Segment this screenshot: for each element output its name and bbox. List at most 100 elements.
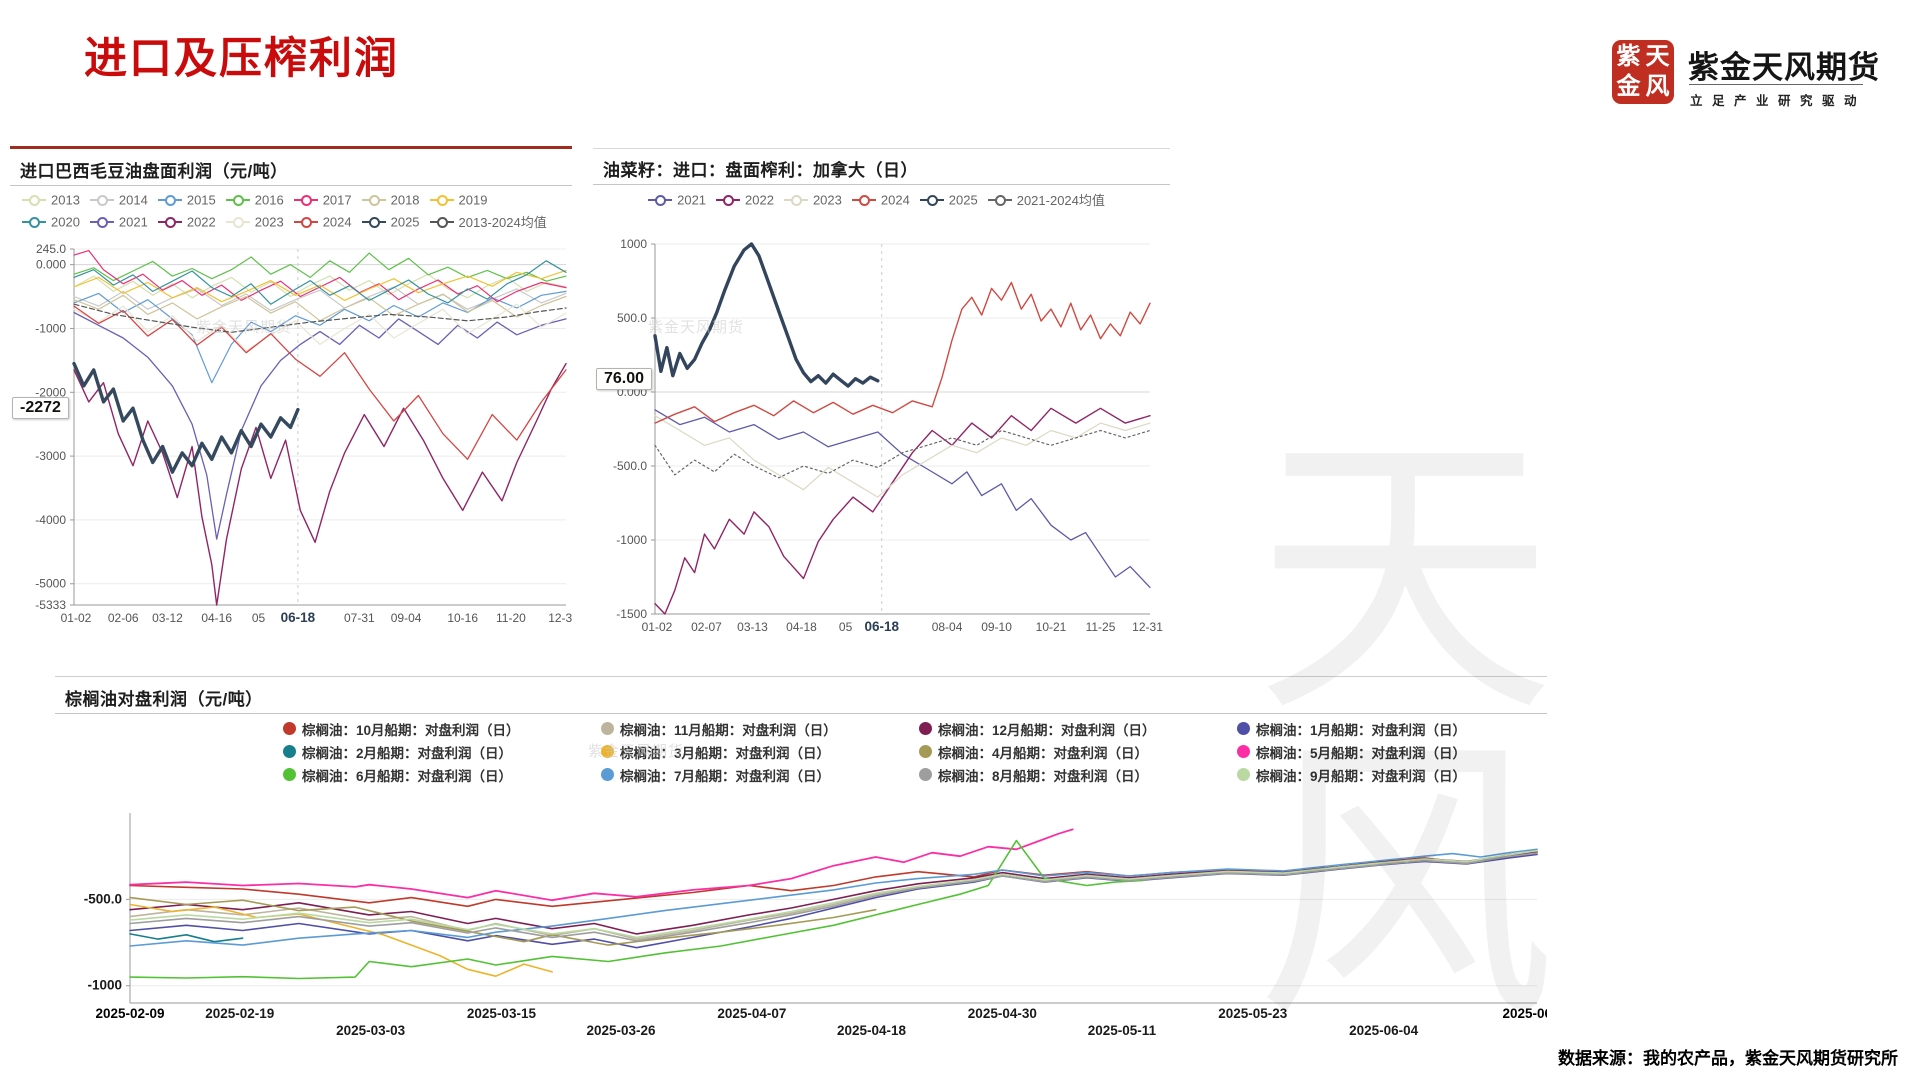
- legend-label: 2017: [322, 192, 352, 208]
- legend-item[interactable]: 2025: [919, 191, 978, 209]
- x-tick-label: 11-25: [1086, 620, 1116, 634]
- series-2022: [654, 407, 1151, 615]
- legend-item[interactable]: 棕榈油：12月船期：对盘利润（日）: [919, 719, 1237, 739]
- legend-item[interactable]: 棕榈油：6月船期：对盘利润（日）: [283, 765, 601, 785]
- legend-item[interactable]: 棕榈油：4月船期：对盘利润（日）: [919, 742, 1237, 762]
- series-2025: [72, 361, 300, 474]
- legend-item[interactable]: 棕榈油：10月船期：对盘利润（日）: [283, 719, 601, 739]
- legend-item[interactable]: 2023: [225, 213, 284, 231]
- legend-item[interactable]: 2022: [157, 213, 216, 231]
- logo-seal-icon: 紫天金风: [1612, 40, 1674, 104]
- legend-ring-icon: [429, 194, 454, 206]
- chart-toolbar-strip: [593, 112, 1170, 149]
- line-chart-canvas[interactable]: -500.0 -1000 2025-02-09 2025-02-19 2025-03-0…: [55, 797, 1547, 1049]
- chart-title: 进口巴西毛豆油盘面利润（元/吨）: [20, 162, 288, 181]
- legend-item[interactable]: 棕榈油：1月船期：对盘利润（日）: [1237, 719, 1555, 739]
- legend-item[interactable]: 棕榈油：8月船期：对盘利润（日）: [919, 765, 1237, 785]
- legend-label: 棕榈油：10月船期：对盘利润（日）: [302, 723, 520, 738]
- series-2013: [73, 273, 567, 299]
- legend-label: 2021-2024均值: [1016, 193, 1105, 208]
- x-tick-label: 2025-02-09: [95, 1006, 164, 1021]
- x-tick-label: 05: [839, 620, 853, 634]
- legend-label: 2019: [458, 192, 488, 208]
- series-2023: [73, 303, 567, 352]
- x-tick-label: 11-20: [496, 611, 526, 625]
- legend-label: 棕榈油：12月船期：对盘利润（日）: [938, 723, 1156, 738]
- series-2013-2024均值: [73, 303, 567, 333]
- legend-item[interactable]: 2024: [851, 191, 910, 209]
- legend-item[interactable]: 棕榈油：2月船期：对盘利润（日）: [283, 742, 601, 762]
- x-tick-label: 10-21: [1036, 620, 1067, 634]
- legend-label: 2024: [880, 192, 910, 207]
- x-tick-label: 2025-06-18: [1502, 1006, 1547, 1021]
- series-棕榈油：10月船期：对盘利润（日）: [129, 851, 1538, 908]
- legend-item[interactable]: 2016: [225, 191, 284, 209]
- x-tick-label: 01-02: [642, 620, 673, 634]
- legend-label: 2016: [254, 192, 284, 208]
- legend-label: 2025: [390, 214, 420, 229]
- legend-label: 2015: [186, 192, 216, 208]
- legend-item[interactable]: 棕榈油：5月船期：对盘利润（日）: [1237, 742, 1555, 762]
- seal-char: 风: [1645, 74, 1670, 100]
- legend-item[interactable]: 棕榈油：11月船期：对盘利润（日）: [601, 719, 919, 739]
- legend-ring-icon: [293, 216, 318, 228]
- legend-item[interactable]: 2024: [293, 213, 352, 231]
- x-tick-label: 06-18: [281, 610, 316, 625]
- legend-item[interactable]: 2025: [361, 213, 420, 231]
- current-value-label: -2272: [12, 397, 69, 419]
- title-divider: [593, 184, 1170, 185]
- x-tick-label: 2025-05-23: [1218, 1006, 1288, 1021]
- legend-label: 棕榈油：7月船期：对盘利润（日）: [620, 769, 831, 784]
- legend-item[interactable]: 棕榈油：9月船期：对盘利润（日）: [1237, 765, 1555, 785]
- series-2020: [73, 260, 567, 305]
- data-source-note: 数据来源：我的农产品，紫金天风期货研究所: [1558, 1049, 1898, 1068]
- legend-label: 棕榈油：8月船期：对盘利润（日）: [938, 769, 1149, 784]
- line-chart-canvas[interactable]: 245.0 0.000 -1000 -2000 -3000 -4000 -5000 -5333…: [10, 235, 572, 635]
- legend-item[interactable]: 2021: [648, 191, 706, 209]
- legend-item[interactable]: 2021: [89, 213, 148, 231]
- series-2024: [654, 281, 1151, 424]
- x-tick-label: 2025-04-07: [717, 1006, 786, 1021]
- legend-item[interactable]: 2014: [89, 191, 148, 209]
- legend-item[interactable]: 2015: [157, 191, 216, 209]
- x-tick-label: 2025-02-19: [205, 1006, 274, 1021]
- legend-ring-icon: [157, 194, 182, 206]
- x-tick-label: 2025-05-11: [1088, 1023, 1157, 1038]
- legend-dot-icon: [283, 722, 296, 736]
- legend-item[interactable]: 2021-2024均值: [987, 190, 1105, 209]
- legend-item[interactable]: 棕榈油：3月船期：对盘利润（日）: [601, 742, 919, 762]
- legend-label: 2024: [322, 214, 352, 229]
- legend-ring-icon: [225, 194, 250, 206]
- legend-item[interactable]: 2022: [716, 191, 774, 209]
- legend-ring-icon: [716, 194, 741, 206]
- y-tick-label: -2000: [35, 385, 66, 399]
- legend-item[interactable]: 棕榈油：7月船期：对盘利润（日）: [601, 765, 919, 785]
- legend-item[interactable]: 2018: [361, 191, 420, 209]
- series-棕榈油：5月船期：对盘利润（日）: [129, 828, 1074, 902]
- legend-label: 2021: [677, 192, 707, 207]
- legend-item[interactable]: 2023: [783, 191, 842, 209]
- legend-item[interactable]: 2013: [22, 191, 80, 209]
- x-tick-label: 12-31: [1132, 620, 1163, 634]
- legend-item[interactable]: 2020: [22, 213, 80, 231]
- legend-item[interactable]: 2013-2024均值: [429, 212, 547, 231]
- series-2023: [654, 415, 1151, 498]
- legend-label: 棕榈油：9月船期：对盘利润（日）: [1256, 769, 1467, 784]
- series-2019: [73, 269, 567, 303]
- x-tick-label: 10-16: [447, 611, 478, 625]
- legend-dot-icon: [601, 768, 614, 782]
- series-2014: [73, 286, 567, 312]
- x-tick-label: 12-31: [548, 611, 572, 625]
- legend-ring-icon: [919, 194, 944, 206]
- legend-ring-icon: [851, 194, 876, 206]
- company-name: 紫金天风期货: [1688, 50, 1880, 85]
- y-tick-label: -1000: [87, 978, 122, 993]
- legend-label: 2022: [745, 192, 774, 207]
- company-logo: 紫天金风 紫金天风期货 立足产业研究驱动: [1612, 38, 1912, 118]
- x-tick-label: 2025-06-04: [1349, 1023, 1419, 1038]
- legend-item[interactable]: 2019: [429, 191, 488, 209]
- legend-item[interactable]: 2017: [293, 191, 352, 209]
- x-tick-label: 06-18: [864, 619, 899, 634]
- legend-ring-icon: [293, 194, 318, 206]
